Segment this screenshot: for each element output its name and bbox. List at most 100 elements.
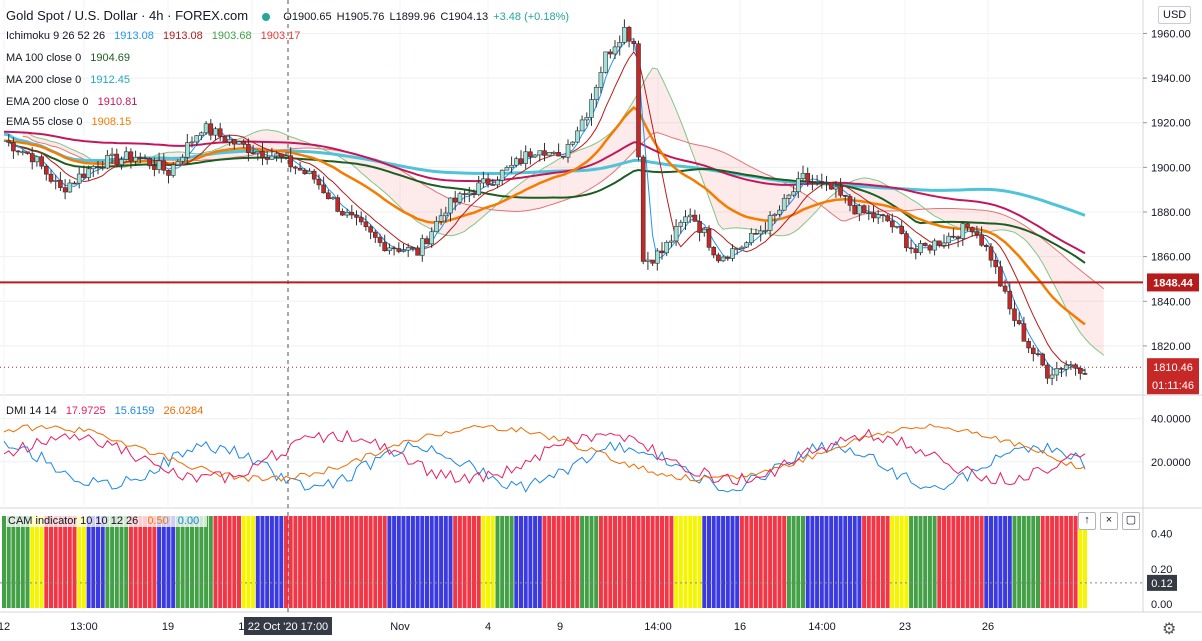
candle-body xyxy=(983,244,989,248)
candle-body xyxy=(264,157,270,160)
cam-bar xyxy=(519,516,523,608)
candle-body xyxy=(979,234,984,246)
cam-bar xyxy=(213,516,218,608)
cam-bar xyxy=(1040,516,1045,608)
candle-body xyxy=(1040,353,1045,366)
cam-bar xyxy=(316,516,321,608)
cam-bar xyxy=(331,516,335,608)
cam-bar xyxy=(100,516,105,608)
candle-body xyxy=(199,132,204,136)
settings-gear-icon[interactable]: ⚙ xyxy=(1162,621,1177,638)
symbol-legend[interactable]: Gold Spot / U.S. Dollar · 4h · FOREX.com… xyxy=(6,8,571,23)
cam-bar xyxy=(923,516,928,608)
cam-bar xyxy=(11,516,16,608)
candle-body xyxy=(734,248,740,250)
legend-ichimoku[interactable]: Ichimoku 9 26 52 26 1913.08 1913.08 1903… xyxy=(6,30,306,42)
cam-bar xyxy=(415,516,420,608)
candle-body xyxy=(875,214,881,219)
candle-body xyxy=(748,233,754,244)
legend-cam[interactable]: CAM indicator 10 10 12 26 0.50 0.00 xyxy=(6,515,208,527)
candle-body xyxy=(805,173,811,182)
legend-dmi[interactable]: DMI 14 14 17.9725 15.6159 26.0284 xyxy=(6,405,209,417)
candle-body xyxy=(814,181,820,183)
cam-bar xyxy=(528,516,533,608)
candle-body xyxy=(438,215,444,222)
candle-body xyxy=(185,142,190,158)
candle-body xyxy=(969,227,975,232)
legend-ema55[interactable]: EMA 55 close 0 1908.15 xyxy=(6,116,137,128)
candle-body xyxy=(391,247,397,250)
candle-body xyxy=(1016,320,1022,324)
cam-bar xyxy=(1026,516,1031,608)
candle-body xyxy=(471,192,477,196)
indicator-name: EMA 200 close 0 xyxy=(6,96,89,108)
candle-body xyxy=(485,178,491,185)
candle-body xyxy=(946,235,952,244)
candle-body xyxy=(335,197,341,212)
cam-bar xyxy=(429,516,434,608)
cam-bar xyxy=(175,516,180,608)
indicator-value: 0.50 xyxy=(147,515,169,527)
cam-bar xyxy=(396,516,401,608)
legend-ma100[interactable]: MA 100 close 0 1904.69 xyxy=(6,52,136,64)
candle-body xyxy=(800,173,806,179)
cam-bar xyxy=(326,516,331,608)
candle-body xyxy=(1007,291,1013,310)
cam-bar xyxy=(157,516,162,608)
candle-body xyxy=(819,181,825,183)
pane-move-up-button[interactable]: ↑ xyxy=(1078,512,1096,530)
legend-ma200[interactable]: MA 200 close 0 1912.45 xyxy=(6,74,136,86)
candle-body xyxy=(476,182,482,196)
cam-bar xyxy=(989,516,993,608)
ema55-line xyxy=(3,105,1086,326)
candle-body xyxy=(772,213,778,216)
candle-body xyxy=(1021,323,1027,342)
cam-bar xyxy=(495,516,500,608)
cam-bar xyxy=(246,516,251,608)
candle-body xyxy=(833,186,839,190)
cam-bar xyxy=(251,516,256,608)
cam-bar xyxy=(772,516,777,608)
horizontal-level-label: 1848.44 xyxy=(1153,277,1194,289)
candle-body xyxy=(889,220,895,228)
cam-bar xyxy=(960,516,965,608)
candle-body xyxy=(429,231,435,245)
candle-body xyxy=(758,230,764,235)
currency-button[interactable]: USD xyxy=(1158,6,1192,24)
cam-bar xyxy=(805,516,810,608)
candle-body xyxy=(922,243,928,246)
cam-bar xyxy=(603,516,608,608)
candle-body xyxy=(15,150,21,153)
adx-line xyxy=(3,423,1086,482)
cam-bar xyxy=(946,516,951,608)
candle-body xyxy=(697,221,702,233)
market-status-icon xyxy=(261,12,270,21)
time-tick-label: 19 xyxy=(162,621,174,633)
candle-body xyxy=(495,180,500,186)
current-price-label: 1810.46 xyxy=(1153,362,1193,374)
candle-body xyxy=(311,170,317,180)
dmi-tick-label: 40.0000 xyxy=(1151,414,1191,426)
cam-bar xyxy=(105,516,110,608)
cam-bar xyxy=(542,516,547,608)
candle-body xyxy=(936,240,942,246)
horizontal-level-label-box xyxy=(1147,273,1199,292)
pane-close-button[interactable]: × xyxy=(1100,512,1118,530)
candle-body xyxy=(48,173,54,182)
pane-maximize-button[interactable]: ▢ xyxy=(1122,512,1140,530)
cam-bar xyxy=(34,516,39,608)
time-tick-label: 23 xyxy=(899,621,911,633)
candle-body xyxy=(39,156,44,167)
candle-body xyxy=(156,160,162,170)
cam-bar xyxy=(556,516,561,608)
candle-body xyxy=(166,170,171,176)
cam-bar xyxy=(824,516,829,608)
cam-bar xyxy=(58,516,63,608)
candle-body xyxy=(918,243,923,253)
legend-ema200[interactable]: EMA 200 close 0 1910.81 xyxy=(6,96,143,108)
candle-body xyxy=(744,242,749,248)
cam-bar xyxy=(354,516,359,608)
cam-bar xyxy=(1054,516,1059,608)
candle-body xyxy=(532,154,538,158)
